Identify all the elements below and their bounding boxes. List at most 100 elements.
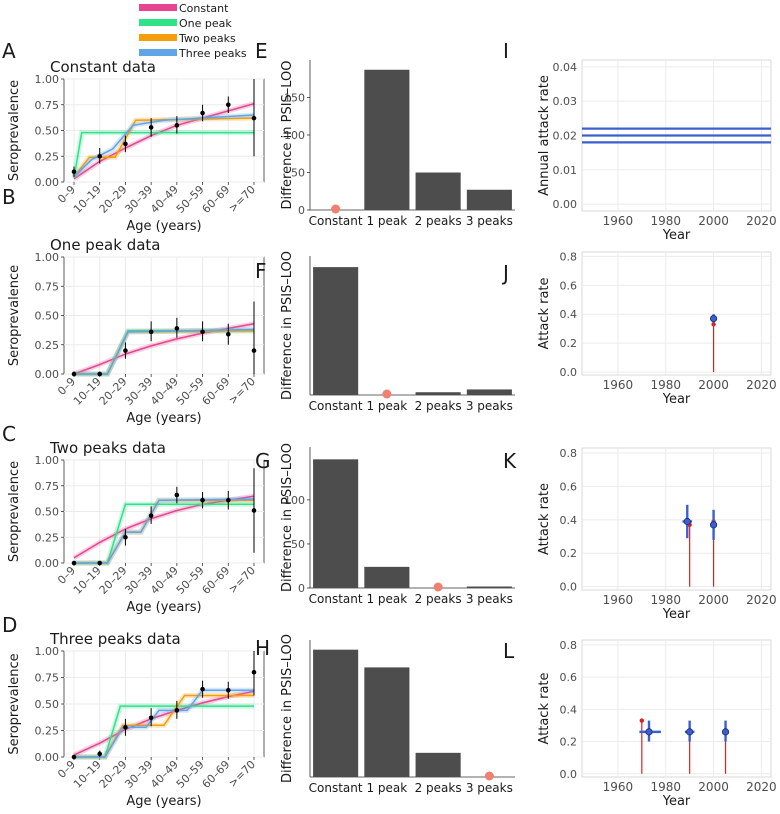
x-tick-label-A: 30–39 [122,183,155,216]
observed-point-A [97,153,103,159]
observed-point-A [148,125,154,130]
observed-point-A [200,110,205,116]
x-tick-label-H: 1 peak [366,781,407,795]
x-axis-label-C: Age (years) [126,600,201,615]
plot-area-K [581,447,772,591]
y-tick-label-I: 0.04 [553,61,578,74]
fit-line-constant [73,322,255,375]
x-axis-label-A: Age (years) [126,219,201,234]
chart-title-C: Two peaks data [49,439,166,457]
x-tick-label-C: 30–39 [122,564,155,597]
x-axis-label-I: Year [662,228,691,243]
x-tick-label-C: 10–19 [71,564,104,597]
y-axis-label-E: Difference in PSIS–LOO [280,60,295,209]
x-tick-label-I: 1980 [650,214,681,228]
bar-H [364,667,410,777]
bar-H [313,649,359,777]
x-tick-label-L: 1980 [650,780,681,794]
y-tick-label-K: 0.6 [560,480,578,493]
best-model-dot-H [484,771,494,781]
bar-F [466,389,512,395]
x-tick-label-H: Constant [309,781,363,795]
x-tick-label-B: >=70 [226,375,258,407]
observed-point-B [200,329,205,335]
y-tick-label-G: 100 [284,494,305,507]
observed-point-C [97,560,103,566]
y-tick-label-J: 0.6 [560,279,578,292]
x-tick-label-C: 60–69 [200,564,233,597]
y-axis-label-J: Attack rate [537,277,552,349]
observed-point-C [200,497,205,503]
legend-label-3: Three peaks [178,47,247,60]
y-axis-label-L: Attack rate [537,672,552,744]
chart-title-D: Three peaks data [49,630,181,648]
fit-line-three-peaks [74,328,255,375]
observed-point-D [174,708,180,713]
y-tick-label-D: 0.00 [35,751,60,764]
x-tick-label-D: 60–69 [200,758,233,791]
fit-line-one-peak [73,131,254,179]
panel-letter-E: E [255,39,268,63]
observed-point-C [251,508,257,513]
x-tick-label-E: 3 peaks [466,214,513,228]
bar-F [415,392,461,395]
x-tick-label-B: 20–29 [97,375,130,408]
observed-point-D [97,751,103,757]
x-tick-label-B: 10–19 [71,375,104,408]
estimate-point-K [709,521,718,529]
x-tick-label-F: 2 peaks [415,399,462,413]
y-axis-label-D: Seroprevalence [7,653,22,754]
x-tick-label-F: 3 peaks [466,399,513,413]
x-axis-label-L: Year [662,794,691,809]
true-attack-point-L [639,718,645,723]
y-tick-label-J: 0.0 [560,366,578,379]
y-tick-label-I: 0.00 [553,198,578,211]
y-tick-label-C: 0.75 [35,480,60,493]
x-tick-label-D: 40–49 [148,758,181,791]
best-model-dot-E [331,204,341,214]
best-model-dot-F [382,389,392,399]
observed-point-D [148,715,154,721]
y-tick-label-B: 0.00 [35,368,60,381]
observed-point-A [71,169,77,174]
y-tick-label-L: 0.0 [560,768,578,781]
y-tick-label-K: 0.2 [560,547,578,560]
y-tick-label-D: 0.75 [35,672,60,685]
legend-label-0: Constant [179,2,229,15]
y-tick-label-E: 0 [298,204,305,217]
fit-line-constant [73,102,255,180]
x-tick-label-G: 1 peak [366,592,407,606]
bar-F [313,267,359,395]
bar-E [466,189,512,210]
y-tick-label-I: 0.02 [553,130,578,143]
x-tick-label-K: 2000 [698,593,729,607]
y-axis-label-H: Difference in PSIS–LOO [280,634,295,783]
observed-point-C [174,492,180,498]
estimate-point-L [645,728,653,736]
estimate-point-L [721,728,730,736]
x-tick-label-A: 20–29 [97,183,130,216]
x-tick-label-D: 30–39 [122,758,155,791]
y-tick-label-I: 0.01 [553,164,578,177]
x-tick-label-C: 50–59 [174,564,207,597]
y-tick-label-C: 0.00 [35,557,60,570]
observed-point-D [225,687,231,693]
observed-point-B [123,348,128,353]
bar-E [364,69,410,210]
x-tick-label-J: 2020 [746,378,777,392]
y-tick-label-K: 0.0 [560,581,578,594]
y-tick-label-L: 0.4 [560,703,578,716]
x-tick-label-A: >=70 [226,183,258,215]
x-tick-label-B: 30–39 [122,375,155,408]
observed-point-D [251,669,257,675]
observed-point-A [251,115,257,121]
x-tick-label-J: 1980 [650,378,681,392]
fit-line-constant [73,690,255,756]
x-tick-label-C: 20–29 [97,564,130,597]
bar-G [313,459,359,588]
y-tick-label-C: 0.25 [35,531,60,544]
x-axis-label-J: Year [662,392,691,407]
panel-letter-A: A [2,39,16,63]
observed-point-B [251,348,257,353]
panel-letter-J: J [501,261,509,285]
